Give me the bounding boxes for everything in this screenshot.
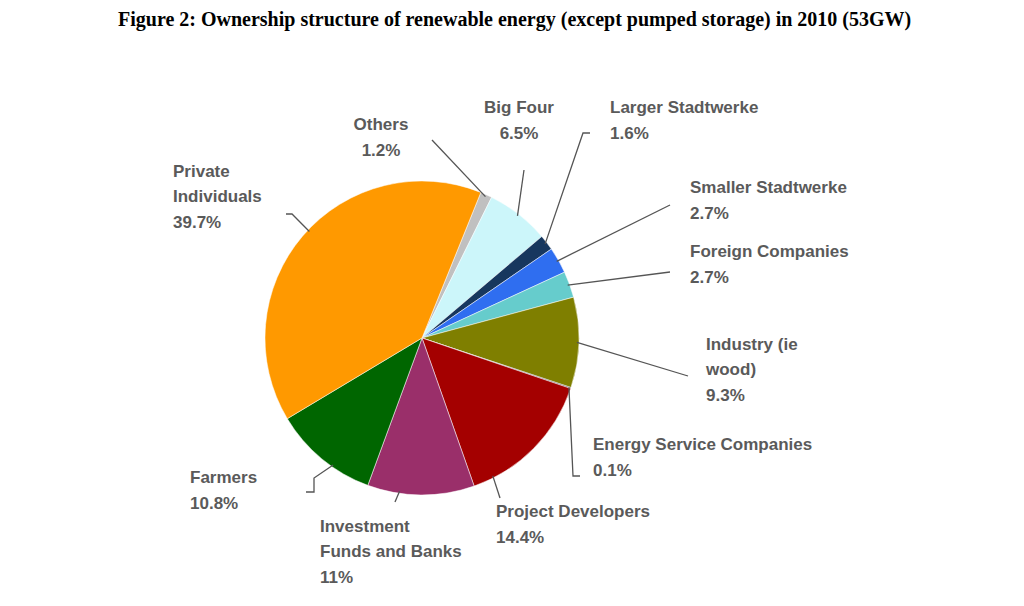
category-label: Investment Funds and Banks xyxy=(320,517,462,561)
value-label: 0.1% xyxy=(593,461,632,480)
category-label-line: Project Developers xyxy=(496,502,650,521)
value-label: 10.8% xyxy=(190,494,238,513)
value-label: 39.7% xyxy=(173,213,221,232)
leader-line xyxy=(493,476,500,498)
chart-container: Figure 2: Ownership structure of renewab… xyxy=(0,0,1024,606)
category-label: Smaller Stadtwerke xyxy=(690,178,847,197)
value-label: 9.3% xyxy=(706,386,745,405)
leader-line xyxy=(306,465,333,492)
value-label: 1.2% xyxy=(362,141,401,160)
category-label-line: Others xyxy=(354,115,409,134)
category-label-line: Big Four xyxy=(484,98,554,117)
leader-line xyxy=(577,342,688,376)
leader-line xyxy=(569,387,580,476)
category-label-line: Foreign Companies xyxy=(690,242,849,261)
category-label: Big Four xyxy=(484,98,554,117)
category-label: Project Developers xyxy=(496,502,650,521)
leader-line xyxy=(517,170,524,216)
category-label-line: wood) xyxy=(705,360,756,379)
leader-line xyxy=(568,272,670,285)
value-label: 11% xyxy=(320,568,353,587)
pie-slice xyxy=(265,181,481,419)
value-label: 1.6% xyxy=(610,124,649,143)
category-label: Industry (ie wood) xyxy=(705,335,798,379)
labels: Others 1.2% Big Four 6.5% Larger Stadtwerke 1… xyxy=(173,98,849,587)
category-label-line: Farmers xyxy=(190,468,257,487)
category-label-line: Industry (ie xyxy=(706,335,798,354)
value-label: 6.5% xyxy=(500,124,539,143)
category-label-line: Smaller Stadtwerke xyxy=(690,178,847,197)
value-label: 2.7% xyxy=(690,268,729,287)
category-label: Larger Stadtwerke xyxy=(610,98,758,117)
category-label-line: Energy Service Companies xyxy=(593,435,812,454)
category-label: Private Individuals xyxy=(173,162,262,206)
leader-line xyxy=(432,140,485,197)
leader-line xyxy=(545,133,590,244)
leader-line xyxy=(557,205,670,261)
category-label: Farmers xyxy=(190,468,257,487)
chart-svg: Others 1.2% Big Four 6.5% Larger Stadtwerke 1… xyxy=(0,0,1024,606)
category-label-line: Investment xyxy=(320,517,410,536)
leader-line xyxy=(286,214,309,232)
category-label: Foreign Companies xyxy=(690,242,849,261)
category-label-line: Individuals xyxy=(173,187,262,206)
category-label-line: Larger Stadtwerke xyxy=(610,98,758,117)
category-label: Others xyxy=(354,115,409,134)
value-label: 2.7% xyxy=(690,204,729,223)
pie-slices xyxy=(265,181,579,495)
value-label: 14.4% xyxy=(496,528,544,547)
leader-line xyxy=(395,491,400,502)
chart-title: Figure 2: Ownership structure of renewab… xyxy=(118,6,918,32)
category-label: Energy Service Companies xyxy=(593,435,812,454)
category-label-line: Funds and Banks xyxy=(320,542,462,561)
category-label-line: Private xyxy=(173,162,230,181)
